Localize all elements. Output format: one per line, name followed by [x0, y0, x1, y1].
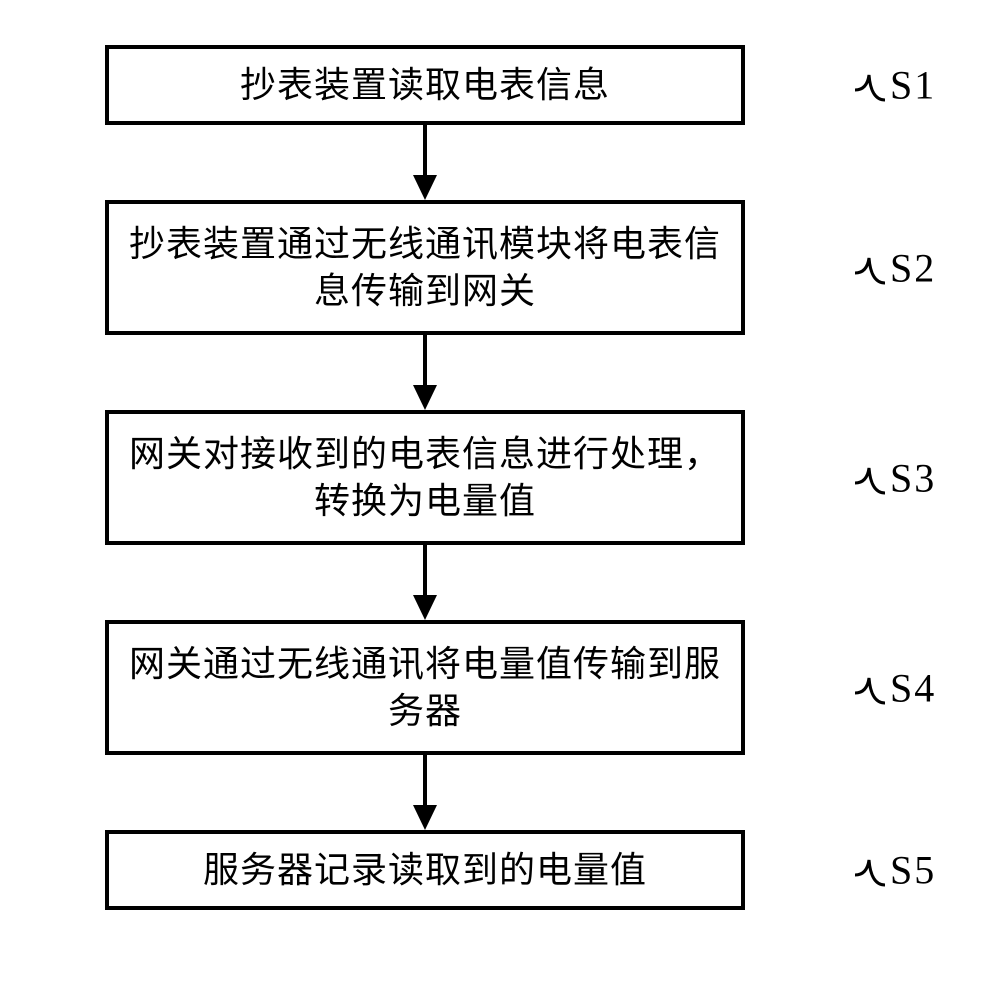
step-box-s2: 抄表装置通过无线通讯模块将电表信息传输到网关: [105, 200, 745, 335]
step-box-s1: 抄表装置读取电表信息: [105, 45, 745, 125]
step-text-s5: 服务器记录读取到的电量值: [203, 847, 647, 894]
step-label-s3: S3: [890, 454, 936, 501]
step-s2: 抄表装置通过无线通讯模块将电表信息传输到网关 S2: [105, 200, 895, 335]
arrow-icon: [405, 545, 445, 620]
arrow-icon: [405, 335, 445, 410]
connector-s3: [855, 453, 885, 503]
arrow-icon: [405, 125, 445, 200]
connector-s5: [855, 845, 885, 895]
connector-s2: [855, 243, 885, 293]
arrow-icon: [405, 755, 445, 830]
step-text-s1: 抄表装置读取电表信息: [240, 62, 610, 109]
connector-s1: [855, 60, 885, 110]
flowchart-container: 抄表装置读取电表信息 S1 抄表装置通过无线通讯模块将电表信息传输到网关 S2 …: [105, 45, 895, 910]
step-text-s2: 抄表装置通过无线通讯模块将电表信息传输到网关: [129, 221, 721, 315]
arrow-s3-s4: [105, 545, 745, 620]
step-s4: 网关通过无线通讯将电量值传输到服务器 S4: [105, 620, 895, 755]
arrow-s2-s3: [105, 335, 745, 410]
arrow-s4-s5: [105, 755, 745, 830]
step-label-s4: S4: [890, 664, 936, 711]
arrow-s1-s2: [105, 125, 745, 200]
step-label-s1: S1: [890, 62, 936, 109]
step-s1: 抄表装置读取电表信息 S1: [105, 45, 895, 125]
step-box-s3: 网关对接收到的电表信息进行处理，转换为电量值: [105, 410, 745, 545]
connector-s4: [855, 663, 885, 713]
step-label-s2: S2: [890, 244, 936, 291]
step-s3: 网关对接收到的电表信息进行处理，转换为电量值 S3: [105, 410, 895, 545]
step-s5: 服务器记录读取到的电量值 S5: [105, 830, 895, 910]
step-text-s3: 网关对接收到的电表信息进行处理，转换为电量值: [129, 431, 721, 525]
step-text-s4: 网关通过无线通讯将电量值传输到服务器: [129, 641, 721, 735]
step-box-s5: 服务器记录读取到的电量值: [105, 830, 745, 910]
step-label-s5: S5: [890, 847, 936, 894]
step-box-s4: 网关通过无线通讯将电量值传输到服务器: [105, 620, 745, 755]
